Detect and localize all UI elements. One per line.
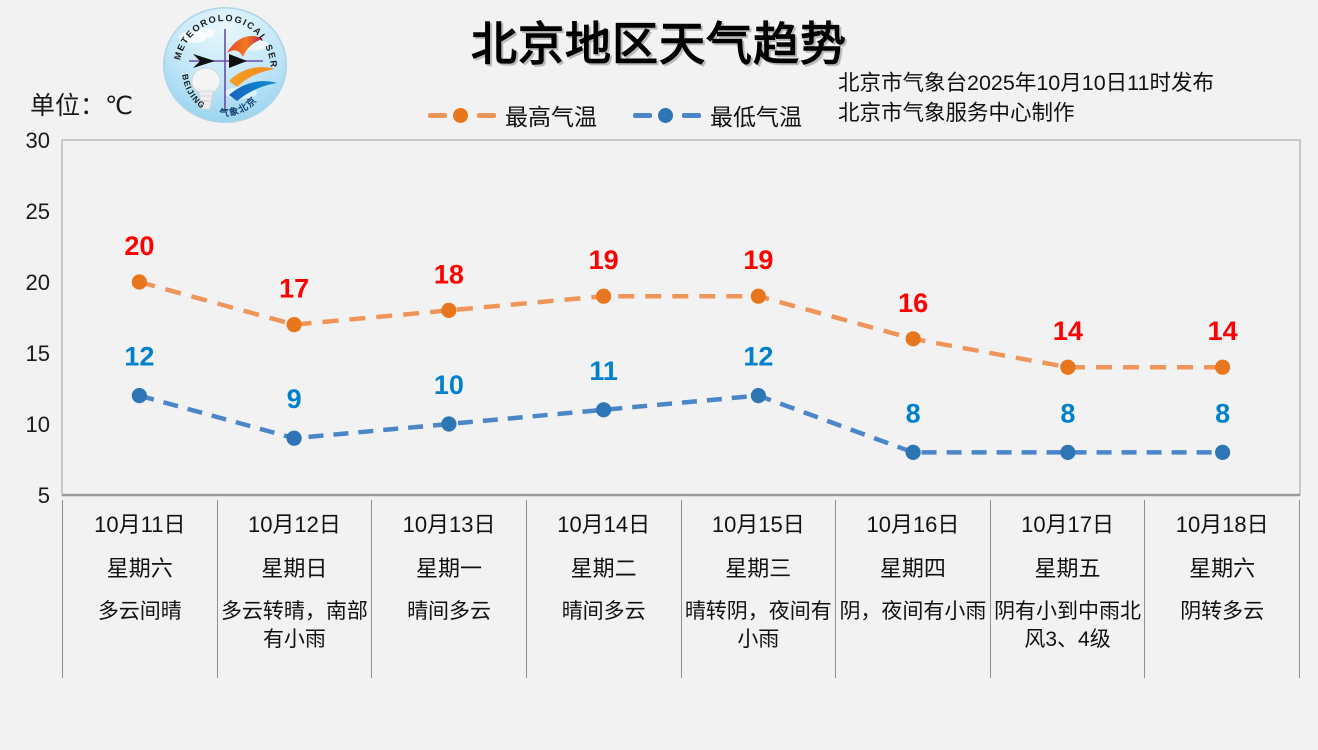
page-title: 北京地区天气趋势: [471, 18, 847, 70]
publisher-line-2: 北京市气象服务中心制作: [838, 101, 1075, 125]
forecast-day-column: 10月15日 星期三晴转阴，夜间有小雨: [680, 500, 836, 678]
series-line-min-temp: [138, 393, 1223, 455]
data-point-marker: [750, 288, 766, 304]
y-axis-tick-label: 20: [26, 270, 50, 295]
forecast-description: 晴间多云: [561, 600, 646, 623]
forecast-weekday: 星期六: [106, 556, 173, 581]
publisher-line-1: 北京市气象台2025年10月10日11时发布: [838, 71, 1214, 95]
legend-marker-min-temp-icon: [633, 107, 701, 123]
data-point-marker: [441, 416, 457, 432]
data-point-marker: [1215, 359, 1231, 375]
forecast-description: 多云间晴: [97, 600, 182, 623]
forecast-weekday: 星期五: [1034, 556, 1101, 581]
forecast-weekday: 星期二: [570, 556, 637, 581]
data-label-max-temp: 14: [1208, 316, 1238, 346]
data-point-marker: [905, 331, 921, 347]
data-label-min-temp: 9: [287, 384, 302, 414]
data-label-min-temp: 8: [1215, 398, 1230, 428]
data-point-marker: [1060, 444, 1076, 460]
y-axis-tick-label: 10: [26, 412, 50, 437]
forecast-weekday: 星期四: [879, 556, 946, 581]
forecast-weekday: 星期一: [416, 556, 483, 581]
data-point-marker: [131, 274, 147, 290]
legend-label-max-temp: 最高气温: [505, 104, 597, 130]
forecast-weekday: 星期六: [1189, 556, 1256, 581]
data-point-marker: [131, 388, 147, 404]
y-axis-tick-labels: 30 25 20 15 10 5: [26, 128, 50, 508]
data-label-max-temp: 19: [589, 245, 619, 275]
forecast-weekday: 星期三: [725, 556, 792, 581]
forecast-date: 10月17日: [1021, 512, 1115, 537]
data-label-max-temp: 16: [898, 288, 928, 318]
data-point-marker: [750, 388, 766, 404]
forecast-date: 10月11日: [94, 512, 186, 537]
page-header: 单位：℃: [0, 0, 1318, 136]
plot-area-background: [61, 139, 1301, 497]
forecast-date: 10月12日: [247, 512, 341, 537]
forecast-weekday: 星期日: [261, 556, 328, 581]
data-label-min-temp: 11: [589, 356, 618, 386]
forecast-description: 晴间多云: [407, 600, 492, 623]
data-label-min-temp: 12: [124, 342, 154, 372]
forecast-description: 多云转晴，南部有小雨: [220, 600, 368, 651]
forecast-day-column: 10月17日 星期五阴有小到中雨北风3、4级: [989, 500, 1145, 678]
forecast-day-column: 10月12日 星期日多云转晴，南部有小雨: [216, 500, 372, 678]
data-label-max-temp: 20: [124, 231, 154, 261]
forecast-description: 阴有小到中雨北风3、4级: [994, 600, 1142, 651]
forecast-day-table: 10月11日 星期六 多云间晴 10月12日 星期日 多云转晴，南部有小雨 10月13日 星期…: [62, 500, 1300, 678]
publisher-info: 北京市气象台2025年10月10日11时发布 北京市气象服务中心制作: [838, 68, 1214, 128]
legend-marker-max-temp-icon: [428, 107, 496, 123]
forecast-date: 10月15日: [711, 512, 805, 537]
forecast-date: 10月16日: [866, 512, 960, 537]
legend-label-min-temp: 最低气温: [710, 104, 802, 130]
data-label-max-temp: 17: [279, 274, 309, 304]
data-label-max-temp: 19: [743, 245, 773, 275]
y-axis-tick-label: 25: [26, 199, 50, 224]
series-line-max-temp: [138, 279, 1223, 370]
data-label-max-temp: 14: [1053, 316, 1083, 346]
chart-data-labels: 20 17 18 19 19 16 14 14 12 9 10 11 12 8 8 8: [124, 231, 1237, 428]
plot-area-rect: [61, 139, 1301, 496]
data-point-marker: [596, 288, 612, 304]
y-axis-tick-label: 15: [26, 341, 50, 366]
data-label-min-temp: 12: [743, 342, 773, 372]
y-axis-tick-label: 30: [26, 128, 50, 153]
data-point-marker: [441, 302, 457, 318]
forecast-description: 晴转阴，夜间有小雨: [684, 600, 832, 651]
unit-label: 单位：℃: [30, 92, 134, 120]
legend-item-max-temp: 最高气温: [428, 98, 597, 132]
legend-item-min-temp: 最低气温: [633, 98, 802, 132]
forecast-date: 10月14日: [557, 512, 651, 537]
forecast-date: 10月13日: [402, 512, 496, 537]
data-label-min-temp: 8: [906, 398, 921, 428]
forecast-day-column: 10月18日 星期六阴转多云: [1144, 500, 1300, 678]
data-point-marker: [1060, 359, 1076, 375]
forecast-description: 阴，夜间有小雨: [839, 600, 987, 623]
data-point-marker: [286, 317, 302, 333]
data-point-marker: [905, 444, 921, 460]
data-label-min-temp: 10: [434, 370, 464, 400]
chart-series-group: [131, 274, 1231, 460]
data-label-min-temp: 8: [1060, 398, 1075, 428]
forecast-description: 阴转多云: [1180, 600, 1265, 623]
data-point-marker: [1215, 444, 1231, 460]
data-point-marker: [596, 402, 612, 418]
data-label-max-temp: 18: [434, 259, 464, 289]
forecast-day-column: 10月16日 星期四阴，夜间有小雨: [835, 500, 990, 678]
forecast-day-column: 10月11日 星期六多云间晴: [62, 500, 217, 678]
chart-legend: 最高气温 最低气温: [428, 98, 802, 132]
y-axis-tick-label: 5: [38, 483, 50, 508]
forecast-day-column: 10月13日 星期一晴间多云: [371, 500, 526, 678]
forecast-day-column: 10月14日 星期二晴间多云: [525, 500, 681, 678]
forecast-date: 10月18日: [1175, 512, 1269, 537]
data-point-marker: [286, 430, 302, 446]
